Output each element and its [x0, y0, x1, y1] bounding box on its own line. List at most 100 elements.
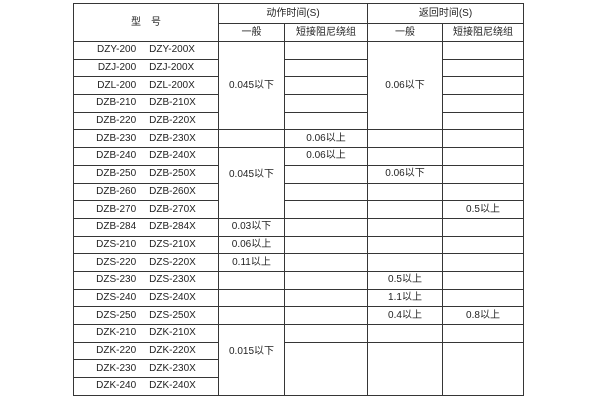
value-label: 0.06以上: [231, 238, 272, 250]
action-damping-cell: [284, 164, 368, 184]
model-label: DZS-210X: [149, 238, 196, 250]
model-pair: DZB-230 DZB-230X: [75, 133, 218, 144]
table-header: 型 号 动作时间(S) 返回时间(S) 一般 短接阻尼绕组 一般 短接阻尼绕组: [73, 3, 524, 42]
value-label: 0.06以下: [385, 168, 425, 180]
model-pair: DZB-220 DZB-220X: [75, 116, 218, 126]
table-row: DZB-220 DZB-220X: [73, 111, 524, 131]
value-label: 0.06以上: [306, 132, 346, 144]
model-cell: DZB-210 DZB-210X: [73, 94, 219, 113]
model-cell: DZB-284 DZB-284X: [73, 217, 219, 237]
model-label: DZB-210X: [149, 97, 196, 109]
model-pair: DZB-260 DZB-260X: [75, 185, 218, 197]
return-damping-cell: [442, 41, 524, 60]
return-general-cell: 0.5以上: [367, 270, 443, 290]
model-cell: DZK-220 DZK-220X: [73, 341, 219, 361]
return-damping-cell: [442, 253, 524, 272]
value-label: 0.045以下: [228, 168, 275, 180]
action-general-cell: 0.06以上: [218, 235, 285, 255]
return-damping-cell: [442, 94, 524, 113]
return-damping-cell: [442, 235, 524, 255]
merged-value: 0.06以下: [369, 77, 442, 95]
header-return-time: 返回时间(S): [367, 3, 524, 24]
action-general-cell: 0.11以上: [218, 253, 285, 272]
table-row: DZB-284 DZB-284X 0.03以下: [73, 217, 524, 237]
model-label: DZB-260: [96, 185, 137, 197]
table-row: DZL-200 DZL-200X: [73, 76, 524, 96]
model-cell: DZS-230 DZS-230X: [73, 270, 219, 290]
table-row: DZB-260 DZB-260X: [73, 182, 524, 202]
model-cell: DZS-240 DZS-240X: [73, 288, 219, 308]
model-pair: DZK-210 DZK-210X: [75, 327, 218, 339]
model-cell: DZK-210 DZK-210X: [73, 324, 219, 343]
model-label: DZK-230: [96, 362, 137, 374]
return-damping-cell: [442, 288, 524, 308]
return-damping-cell: [442, 164, 524, 184]
table-row: DZK-210 DZK-210X 0.015以下: [73, 324, 524, 396]
merged-value: 0.045以下: [220, 166, 284, 184]
model-pair: DZJ-200 DZJ-200X: [75, 63, 218, 73]
return-general-cell: [367, 200, 443, 219]
action-damping-cell: [284, 58, 368, 78]
model-pair: DZS-220 DZS-220X: [75, 257, 218, 268]
model-pair: DZB-240 DZB-240X: [75, 151, 218, 161]
model-label: DZK-240: [96, 380, 137, 392]
action-general-cell: 0.015以下: [218, 324, 285, 396]
model-label: DZK-220X: [149, 345, 196, 357]
table-body: DZY-200 DZY-200X 0.045以下 0.06以下 DZJ-200 DZJ-2…: [73, 40, 524, 396]
model-label: DZB-270X: [149, 203, 196, 215]
return-damping-cell: [442, 270, 524, 290]
model-label: DZL-200: [97, 79, 137, 91]
action-damping-cell: [284, 94, 368, 113]
relay-spec-table: 型 号 动作时间(S) 返回时间(S) 一般 短接阻尼绕组 一般 短接阻尼绕组 …: [73, 3, 524, 396]
action-general-cell: 0.045以下: [218, 40, 285, 131]
value-label: 0.06以下: [385, 80, 425, 92]
table-row: DZB-230 DZB-230X 0.06以上: [73, 129, 524, 149]
model-label: DZY-200: [97, 44, 137, 56]
action-damping-cell: 0.06以上: [284, 147, 368, 166]
model-cell: DZS-210 DZS-210X: [73, 235, 219, 255]
model-label: DZS-240X: [149, 291, 196, 303]
value-label: 0.11以上: [232, 256, 271, 268]
model-cell: DZJ-200 DZJ-200X: [73, 58, 219, 78]
value-label: 0.045以下: [228, 80, 275, 92]
model-label: DZB-250: [96, 168, 137, 180]
model-cell: DZK-230 DZK-230X: [73, 359, 219, 379]
model-cell: DZL-200 DZL-200X: [73, 76, 219, 96]
model-pair: DZS-210 DZS-210X: [75, 238, 218, 250]
action-damping-cell: [284, 217, 368, 237]
model-label: DZK-220: [96, 345, 137, 357]
model-cell: DZB-260 DZB-260X: [73, 182, 219, 202]
table-row: DZB-240 DZB-240X 0.045以下 0.06以上: [73, 147, 524, 219]
table-row: DZS-220 DZS-220X 0.11以上: [73, 253, 524, 272]
return-damping-cell: [442, 147, 524, 166]
action-damping-cell: [284, 182, 368, 202]
return-general-cell: [367, 182, 443, 202]
model-cell: DZY-200 DZY-200X: [73, 41, 219, 60]
return-general-cell: [367, 341, 443, 396]
model-label: DZK-210: [96, 327, 137, 339]
value-label: 1.1以上: [388, 291, 422, 303]
value-label: 0.06以上: [306, 150, 346, 162]
model-label: DZB-284: [96, 221, 137, 233]
header-action-general: 一般: [218, 23, 285, 42]
return-damping-cell: [442, 129, 524, 149]
header-action-time: 动作时间(S): [218, 3, 368, 24]
action-damping-cell: [284, 235, 368, 255]
return-general-cell: [367, 129, 443, 149]
action-damping-cell: [284, 41, 368, 60]
return-damping-cell: 0.8以上: [442, 306, 524, 325]
return-damping-cell: [442, 217, 524, 237]
model-label: DZS-250X: [149, 309, 196, 321]
value-label: 0.8以上: [466, 309, 500, 321]
value-label: 0.5以上: [388, 274, 422, 286]
return-general-cell: [367, 324, 443, 343]
model-pair: DZK-220 DZK-220X: [75, 345, 218, 357]
header-return-general: 一般: [367, 23, 443, 42]
model-label: DZK-230X: [149, 362, 196, 374]
value-label: 0.4以上: [388, 309, 422, 321]
model-pair: DZK-230 DZK-230X: [75, 362, 218, 374]
model-label: DZS-240: [96, 291, 137, 303]
model-cell: DZK-240 DZK-240X: [73, 377, 219, 396]
model-cell: DZS-220 DZS-220X: [73, 253, 219, 272]
header-row-1: 型 号 动作时间(S) 返回时间(S): [73, 3, 524, 42]
